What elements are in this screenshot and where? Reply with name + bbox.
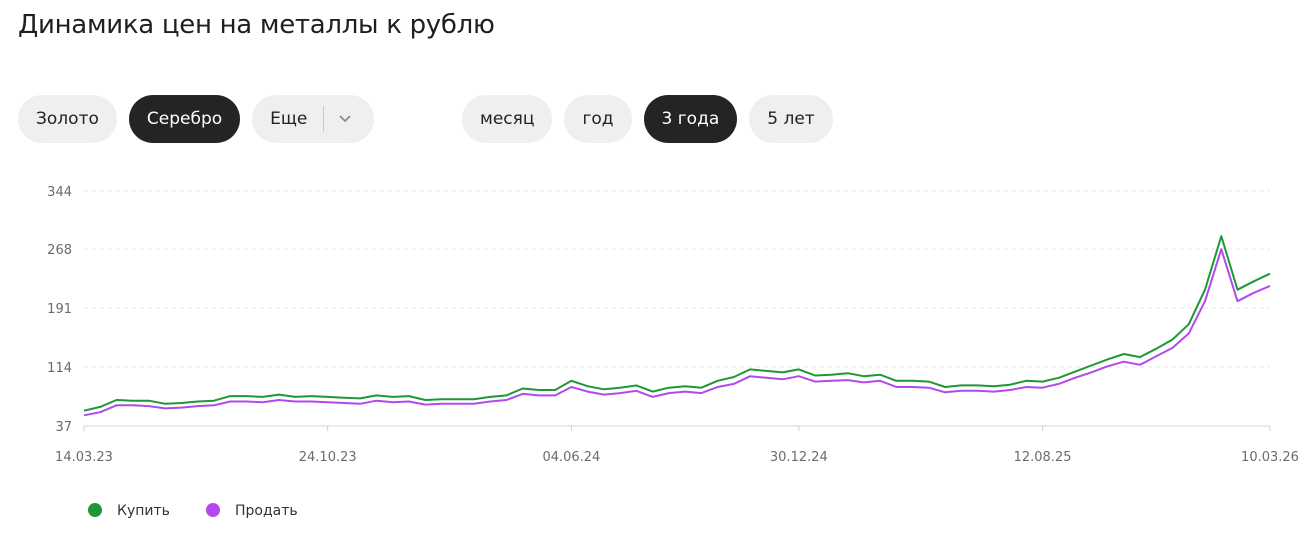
tab-label: 3 года (661, 109, 720, 129)
tab-button[interactable]: 3 года (643, 95, 738, 143)
tab-button[interactable]: Золото (18, 95, 117, 143)
chevron-icon (339, 115, 351, 123)
legend-marker (88, 503, 102, 517)
legend-marker (206, 503, 220, 517)
period-tabs: месяц год 3 года 5 лет (462, 95, 833, 143)
tab-label: Золото (36, 109, 99, 129)
tab-label: 5 лет (767, 109, 815, 129)
tab-label: месяц (480, 109, 535, 129)
divider (323, 106, 325, 132)
y-tick-label: 191 (47, 302, 72, 317)
x-tick-label: 04.06.24 (542, 450, 600, 465)
tab-label: год (582, 109, 614, 129)
legend-label: Продать (235, 503, 298, 519)
tab-button[interactable]: 5 лет (749, 95, 833, 143)
x-tick-label: 24.10.23 (299, 450, 357, 465)
page-title: Динамика цен на металлы к рублю (18, 10, 495, 40)
series-line (83, 248, 1271, 417)
tab-label: Серебро (146, 109, 223, 129)
y-tick-label: 37 (55, 420, 72, 435)
x-tick-label: 10.03.26 (1241, 450, 1299, 465)
chart: 37 114 191 268 344 14.03.23 24.10.23 04.06.24 30… (47, 185, 1299, 519)
y-tick-label: 344 (47, 185, 72, 200)
metal-tabs: Золото Серебро Еще (18, 95, 375, 143)
x-tick-label: 30.12.24 (770, 450, 828, 465)
tab-label: Еще (270, 109, 308, 129)
tab-button[interactable]: Еще (252, 95, 375, 143)
legend-label: Купить (117, 503, 170, 519)
y-tick-label: 114 (47, 361, 72, 376)
tab-button[interactable]: месяц (462, 95, 553, 143)
series-line (83, 235, 1271, 412)
y-tick-label: 268 (47, 243, 72, 258)
x-tick-label: 14.03.23 (55, 450, 113, 465)
tab-button[interactable]: год (564, 95, 632, 143)
x-tick-label: 12.08.25 (1014, 450, 1072, 465)
tab-button[interactable]: Серебро (128, 95, 241, 143)
